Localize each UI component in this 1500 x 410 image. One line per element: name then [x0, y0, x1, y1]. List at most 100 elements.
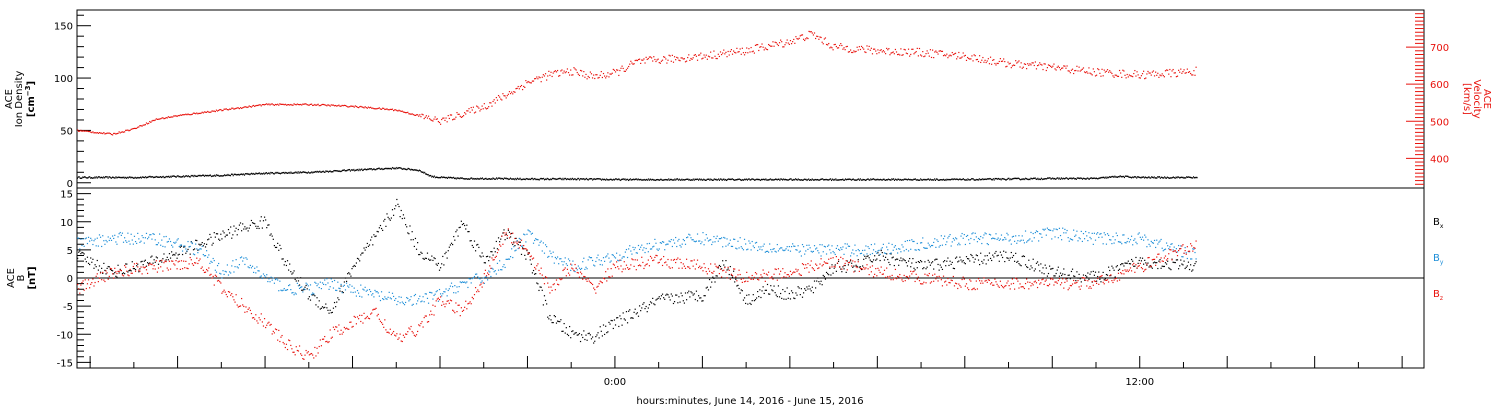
by-point — [566, 264, 569, 267]
density-point — [439, 176, 441, 179]
by-point — [632, 246, 634, 248]
velocity-point — [1186, 68, 1188, 70]
density-point — [177, 175, 179, 177]
by-point — [1122, 234, 1124, 236]
density-point — [619, 179, 621, 181]
velocity-point — [997, 62, 999, 65]
velocity-point — [757, 43, 759, 46]
velocity-point — [888, 48, 890, 50]
bz-point — [119, 269, 121, 271]
bz-point — [574, 263, 576, 266]
bx-point — [520, 253, 523, 256]
velocity-point — [578, 74, 581, 77]
velocity-point — [351, 105, 353, 107]
density-point — [897, 178, 899, 180]
bx-point — [263, 216, 266, 218]
velocity-point — [465, 113, 467, 115]
velocity-point — [763, 49, 765, 51]
bx-point — [718, 264, 720, 267]
velocity-point — [373, 108, 375, 110]
bx-point — [1145, 262, 1147, 264]
bx-point — [1018, 263, 1020, 265]
bx-point — [174, 254, 176, 256]
density-point — [422, 171, 424, 173]
bz-point — [593, 287, 595, 289]
velocity-point — [973, 54, 975, 56]
by-point — [386, 298, 388, 300]
velocity-point — [367, 106, 370, 108]
density-point — [1158, 176, 1160, 178]
by-point — [801, 243, 804, 246]
density-point — [119, 176, 121, 179]
density-point — [1181, 176, 1183, 179]
by-point — [706, 237, 708, 239]
density-point — [636, 179, 638, 181]
bz-point — [214, 274, 216, 276]
bz-point — [105, 270, 107, 272]
density-point — [529, 178, 531, 180]
density-point — [714, 178, 716, 181]
by-point — [633, 249, 635, 251]
density-point — [290, 171, 292, 173]
velocity-point — [392, 109, 395, 112]
density-point — [898, 178, 900, 181]
density-point — [402, 168, 404, 170]
by-point — [918, 249, 921, 251]
bx-point — [162, 258, 164, 260]
density-point — [756, 178, 758, 180]
velocity-point — [208, 111, 210, 113]
density-point — [527, 178, 529, 180]
velocity-point — [139, 125, 141, 127]
velocity-point — [1021, 67, 1023, 69]
by-point — [903, 250, 905, 252]
bz-point — [215, 275, 218, 277]
velocity-point — [1071, 68, 1074, 70]
bz-point — [290, 344, 292, 347]
by-point — [1149, 245, 1151, 247]
bz-point — [351, 326, 353, 328]
density-point — [656, 179, 658, 181]
bx-point — [903, 259, 905, 261]
density-point — [1107, 177, 1109, 179]
density-point — [1014, 177, 1016, 180]
density-point — [758, 178, 760, 181]
velocity-point — [337, 105, 339, 107]
velocity-point — [509, 92, 512, 95]
density-point — [605, 179, 607, 181]
density-point — [363, 169, 365, 171]
bx-point — [365, 246, 367, 249]
velocity-point — [649, 56, 652, 58]
bz-point — [164, 260, 166, 262]
density-point — [638, 179, 640, 181]
by-point — [1023, 242, 1026, 244]
bx-point — [388, 218, 390, 220]
by-point — [1152, 242, 1155, 244]
by-point — [733, 238, 735, 240]
bx-point — [865, 257, 867, 259]
velocity-point — [862, 47, 864, 49]
bz-point — [575, 267, 577, 269]
velocity-point — [295, 104, 297, 106]
bz-point — [478, 290, 480, 293]
velocity-point — [424, 116, 426, 118]
bz-point — [515, 241, 517, 243]
velocity-point — [282, 103, 284, 105]
bz-point — [437, 297, 440, 299]
velocity-point — [131, 128, 133, 130]
density-point — [181, 176, 183, 178]
bx-point — [208, 238, 210, 240]
by-point — [1073, 229, 1075, 231]
density-point — [865, 179, 867, 182]
bx-point — [552, 321, 554, 324]
by-point — [830, 252, 832, 254]
bx-point — [590, 338, 593, 340]
velocity-point — [841, 44, 843, 47]
density-point — [391, 168, 393, 170]
bx-point — [716, 275, 718, 277]
bz-point — [392, 330, 395, 333]
velocity-point — [777, 44, 780, 47]
bx-point — [1195, 261, 1197, 263]
velocity-point — [626, 67, 629, 69]
velocity-point — [306, 104, 308, 106]
velocity-point — [965, 59, 968, 62]
